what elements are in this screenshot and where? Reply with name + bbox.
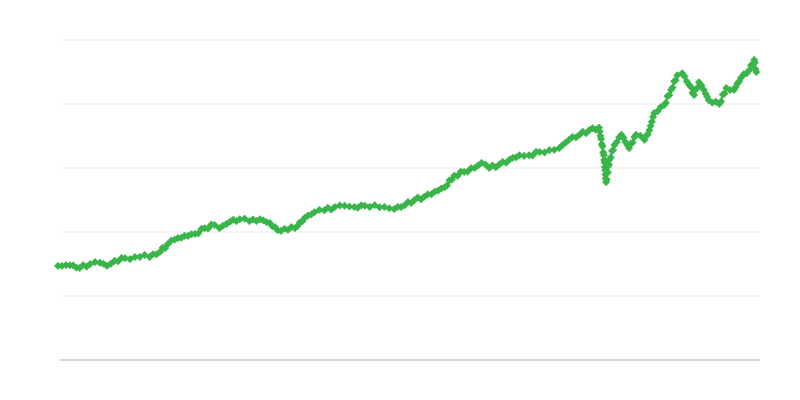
data-point-marker xyxy=(375,203,384,212)
data-point-marker xyxy=(505,155,514,164)
data-point-marker xyxy=(599,151,608,160)
series-line xyxy=(54,55,761,272)
data-point-marker xyxy=(602,175,611,184)
series-path xyxy=(57,58,758,270)
data-point-marker xyxy=(603,168,612,177)
data-point-marker xyxy=(520,151,529,160)
data-point-marker xyxy=(690,91,699,100)
data-point-marker xyxy=(515,151,524,160)
gridlines xyxy=(60,39,760,297)
data-point-marker xyxy=(210,220,219,229)
data-point-marker xyxy=(140,251,149,260)
data-point-marker xyxy=(130,252,139,261)
data-point-marker xyxy=(752,68,761,76)
data-point-marker xyxy=(668,83,677,92)
data-point-marker xyxy=(597,134,606,143)
data-point-marker xyxy=(340,201,349,210)
data-point-marker xyxy=(315,205,324,214)
data-point-marker xyxy=(545,146,554,155)
data-point-marker xyxy=(717,97,726,106)
data-point-marker xyxy=(636,131,645,140)
data-point-marker xyxy=(535,148,544,156)
data-point-marker xyxy=(345,202,354,211)
data-point-marker xyxy=(604,160,613,169)
data-point-marker xyxy=(235,215,244,224)
data-point-marker xyxy=(385,204,394,213)
data-point-marker xyxy=(598,142,607,151)
data-point-marker xyxy=(335,201,344,210)
data-point-marker xyxy=(121,254,130,263)
data-point-marker xyxy=(606,153,615,162)
data-point-marker xyxy=(661,98,670,107)
data-point-marker xyxy=(91,258,100,267)
data-point-marker xyxy=(750,58,759,67)
